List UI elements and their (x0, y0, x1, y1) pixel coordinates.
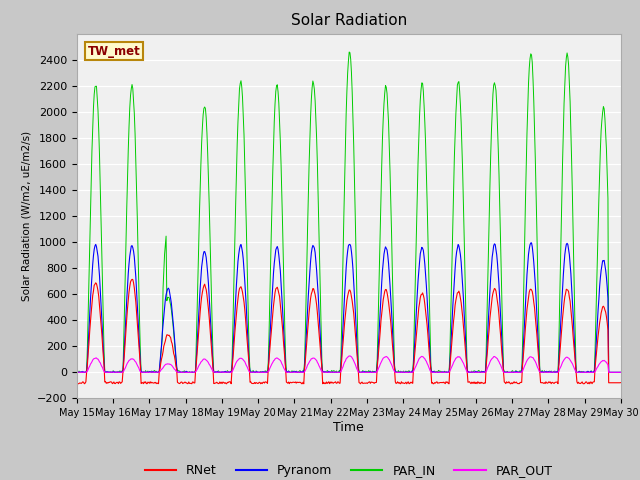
RNet (128, 276, 136, 282)
PAR_IN (83, 367, 90, 372)
PAR_IN (346, 49, 353, 55)
Line: RNet: RNet (77, 279, 621, 384)
Line: PAR_OUT: PAR_OUT (77, 356, 621, 372)
RNet (416, 300, 424, 306)
Y-axis label: Solar Radiation (W/m2, uE/m2/s): Solar Radiation (W/m2, uE/m2/s) (21, 131, 31, 301)
Pyranom (416, 259, 424, 265)
Pyranom (84, 358, 92, 364)
Title: Solar Radiation: Solar Radiation (291, 13, 407, 28)
RNet (617, 380, 625, 385)
PAR_IN (73, 370, 81, 375)
RNet (73, 379, 81, 385)
Text: TW_met: TW_met (88, 45, 140, 58)
Pyranom (431, 370, 439, 375)
PAR_OUT (433, 370, 440, 375)
Pyranom (223, 369, 231, 375)
RNet (223, 380, 231, 385)
PAR_IN (194, 278, 202, 284)
PAR_OUT (417, 355, 424, 360)
PAR_OUT (73, 370, 81, 375)
PAR_IN (617, 370, 625, 375)
PAR_OUT (195, 363, 202, 369)
RNet (431, 380, 439, 386)
PAR_IN (223, 370, 230, 375)
Legend: RNet, Pyranom, PAR_IN, PAR_OUT: RNet, Pyranom, PAR_IN, PAR_OUT (140, 459, 557, 480)
Pyranom (195, 312, 202, 318)
RNet (586, 381, 594, 387)
Pyranom (140, 370, 147, 375)
Pyranom (73, 369, 81, 374)
RNet (140, 381, 147, 386)
Pyranom (74, 370, 81, 375)
PAR_OUT (140, 369, 147, 375)
X-axis label: Time: Time (333, 421, 364, 434)
Pyranom (617, 370, 625, 375)
PAR_IN (139, 370, 147, 375)
PAR_IN (431, 369, 439, 375)
RNet (195, 328, 202, 334)
PAR_OUT (617, 370, 625, 375)
PAR_OUT (76, 370, 83, 375)
PAR_OUT (346, 353, 354, 359)
Line: PAR_IN: PAR_IN (77, 52, 621, 372)
PAR_IN (416, 113, 424, 119)
RNet (83, 369, 90, 375)
Line: Pyranom: Pyranom (77, 243, 621, 372)
Pyranom (528, 240, 536, 246)
PAR_OUT (223, 369, 231, 375)
PAR_OUT (84, 368, 92, 374)
